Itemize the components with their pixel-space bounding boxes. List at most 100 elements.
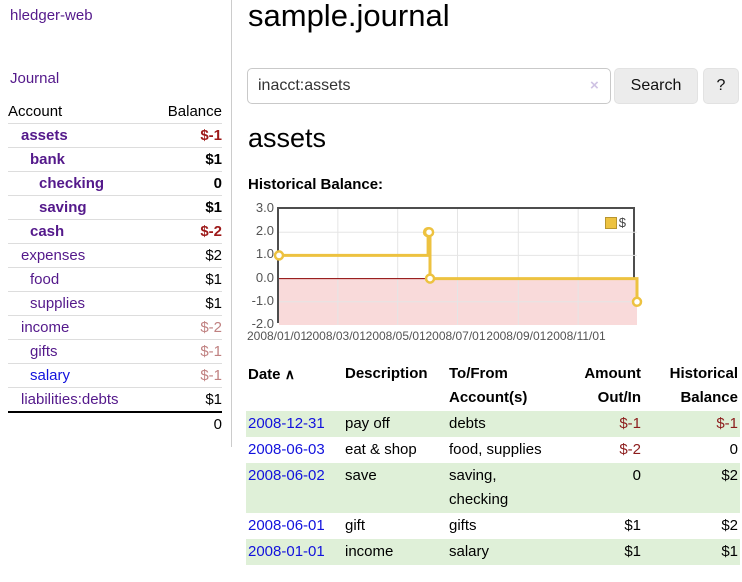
account-cell: assets <box>8 123 152 148</box>
register-accounts: food, supplies <box>449 441 542 458</box>
register-date: 2008-12-31 <box>246 411 343 437</box>
account-link[interactable]: gifts <box>30 343 58 360</box>
y-axis-tick-label: -1.0 <box>251 292 274 308</box>
data-point-marker[interactable] <box>424 273 436 284</box>
register-date: 2008-01-01 <box>246 539 343 565</box>
register-description: pay off <box>345 415 390 432</box>
account-link[interactable]: checking <box>39 175 105 192</box>
register-accounts: saving, checking <box>449 467 509 508</box>
register-accounts: debts <box>449 415 486 432</box>
x-axis-tick-label: 2008/09/01 <box>486 329 547 343</box>
sidebar-account-row: saving $1 <box>8 195 222 220</box>
register-date: 2008-06-01 <box>246 513 343 539</box>
account-link[interactable]: food <box>30 271 60 288</box>
sidebar-account-row: salary $-1 <box>8 363 222 388</box>
historical-balance-chart[interactable]: $ 3.0 2.0 1.0 0.0 -1.0 -2.0 2008/01/01 2008/03… <box>246 200 742 347</box>
register-date-link[interactable]: 2008-06-02 <box>248 467 325 484</box>
x-axis-tick-label: 2008/03/01 <box>305 329 366 343</box>
account-balance: $-2 <box>151 219 222 244</box>
register-accounts: gifts <box>449 517 477 534</box>
sort-ascending-icon: ∧ <box>284 366 295 382</box>
sidebar-account-row: income $-2 <box>8 315 222 340</box>
account-balance: $1 <box>151 267 222 292</box>
sidebar: hledger-web Journal Account Balance asse… <box>0 0 232 447</box>
account-cell: food <box>8 267 152 292</box>
register-date-link[interactable]: 2008-06-03 <box>248 441 325 458</box>
legend-series-swatch <box>604 216 617 229</box>
clear-search-icon[interactable]: × <box>590 77 599 94</box>
register-date-link[interactable]: 2008-01-01 <box>248 543 325 560</box>
account-balance: $-1 <box>151 363 222 388</box>
register-date: 2008-06-02 <box>246 463 343 513</box>
register-header-accounts: To/From Account(s) <box>449 365 528 406</box>
y-axis-tick-label: -2.0 <box>251 316 274 331</box>
register-date-link[interactable]: 2008-06-01 <box>248 517 325 534</box>
account-cell: checking <box>8 171 152 196</box>
historical-balance-label: Historical Balance: <box>248 176 384 193</box>
register-description: gift <box>345 517 366 534</box>
help-button[interactable]: ? <box>703 68 739 104</box>
register-balance: $-1 <box>716 415 738 432</box>
account-balance: $-2 <box>151 315 222 340</box>
sidebar-account-row: supplies $1 <box>8 291 222 316</box>
account-link[interactable]: bank <box>30 151 66 168</box>
account-link[interactable]: supplies <box>30 295 86 312</box>
register-amount: $1 <box>624 517 641 534</box>
account-heading: assets <box>248 123 327 153</box>
accounts-total-spacer <box>8 411 152 436</box>
register-header-date[interactable]: Date ∧ <box>248 366 295 383</box>
main: sample.journal × Search ? assets Histori… <box>246 0 742 582</box>
search-input[interactable] <box>247 68 611 104</box>
accounts-header-balance: Balance <box>151 100 222 124</box>
data-point-marker[interactable] <box>631 296 643 308</box>
account-link[interactable]: liabilities:debts <box>21 391 119 408</box>
account-cell: gifts <box>8 339 152 364</box>
register-balance: $1 <box>721 543 738 560</box>
register-description: eat & shop <box>345 441 417 458</box>
register-description: income <box>345 543 394 560</box>
register-row: 2008-06-01 gift gifts $1 $2 <box>246 513 740 539</box>
chart-plot-area[interactable]: $ <box>273 207 643 325</box>
register-balance: 0 <box>729 441 738 458</box>
account-balance: $2 <box>151 243 222 268</box>
y-axis-tick-label: 2.0 <box>255 223 274 239</box>
x-axis-tick-label: 2008/11/01 <box>546 329 606 343</box>
nav-journal-link[interactable]: Journal <box>10 70 60 87</box>
register-description: save <box>345 467 377 484</box>
data-point-marker[interactable] <box>273 250 285 261</box>
register-header-row: Date ∧ Description To/From Account(s) Am… <box>246 361 740 411</box>
sidebar-account-row: assets $-1 <box>8 123 222 148</box>
account-balance: 0 <box>151 171 222 196</box>
accounts-header-row: Account Balance <box>8 100 222 124</box>
x-axis-tick-label: 2008/01/01 <box>246 329 308 343</box>
account-balance: $-1 <box>151 339 222 364</box>
account-cell: bank <box>8 147 152 172</box>
register-amount: $-2 <box>619 441 641 458</box>
search-button[interactable]: Search <box>614 68 698 104</box>
register-header-description: Description <box>345 365 428 382</box>
sidebar-account-row: expenses $2 <box>8 243 222 268</box>
register-row: 2008-01-01 income salary $1 $1 <box>246 539 740 565</box>
account-balance: $1 <box>151 291 222 316</box>
register-date-link[interactable]: 2008-12-31 <box>248 415 325 432</box>
account-balance: $1 <box>151 195 222 220</box>
register-row: 2008-06-02 save saving, checking 0 $2 <box>246 463 740 513</box>
account-link[interactable]: expenses <box>21 247 86 264</box>
register-balance: $2 <box>721 467 738 484</box>
data-point-marker[interactable] <box>423 226 435 238</box>
sidebar-account-row: gifts $-1 <box>8 339 222 364</box>
account-link[interactable]: income <box>21 319 70 336</box>
x-axis-tick-label: 2008/05/01 <box>365 329 426 343</box>
account-link[interactable]: assets <box>21 127 68 144</box>
account-link[interactable]: saving <box>39 199 87 216</box>
register-balance: $2 <box>721 517 738 534</box>
y-axis-tick-label: 3.0 <box>255 200 274 215</box>
account-balance: $1 <box>151 387 222 413</box>
register-row: 2008-12-31 pay off debts $-1 $-1 <box>246 411 740 437</box>
register-header-balance: Historical Balance <box>669 365 738 406</box>
account-link[interactable]: salary <box>30 367 71 384</box>
brand-link[interactable]: hledger-web <box>10 7 93 24</box>
account-link[interactable]: cash <box>30 223 65 240</box>
account-balance: $-1 <box>151 123 222 148</box>
register-row: 2008-06-03 eat & shop food, supplies $-2 0 <box>246 437 740 463</box>
